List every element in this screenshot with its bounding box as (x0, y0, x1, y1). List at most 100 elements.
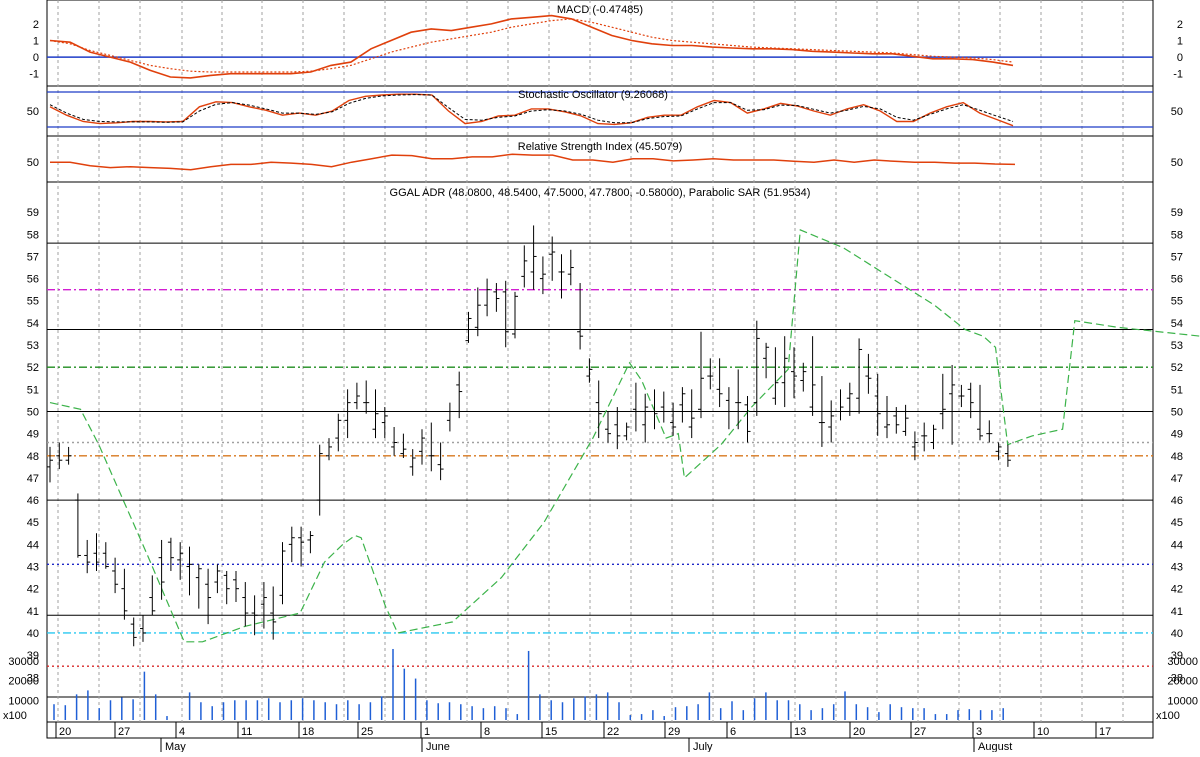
date-axis-frame (46, 721, 1154, 739)
ohlc-bar (512, 291, 518, 339)
date-tick-label: 8 (484, 726, 490, 738)
ohlc-bar (214, 564, 221, 594)
ohlc-bar (958, 384, 965, 408)
price-tick-label-right: 42 (1171, 584, 1183, 596)
ohlc-bar (623, 422, 630, 441)
price-tick-label-right: 55 (1171, 296, 1183, 308)
date-tick-label: 27 (118, 726, 130, 738)
macd-tick-label-right: -1 (1173, 69, 1183, 81)
price-title: GGAL ADR (48.0800, 48.5400, 47.5000, 47.… (390, 187, 811, 199)
volume-bars (53, 648, 1004, 720)
ohlc-bar (809, 336, 816, 416)
volume-tick-label-right: 10000 (1167, 695, 1198, 707)
price-tick-label-right: 56 (1171, 274, 1183, 286)
price-tick-label-left: 38 (27, 672, 39, 684)
ohlc-bar (353, 382, 360, 410)
volume-tick-label-left: 30000 (8, 656, 39, 668)
date-tick-label: 18 (302, 726, 314, 738)
price-tick-label-left: 59 (27, 207, 39, 219)
ohlc-bar (735, 369, 742, 430)
ohlc-bar (688, 389, 695, 439)
ohlc-bar (995, 442, 1002, 461)
price-tick-label-right: 54 (1171, 318, 1183, 330)
macd-title: MACD (-0.47485) (557, 4, 643, 16)
price-tick-label-left: 43 (27, 562, 39, 574)
price-tick-label-left: 50 (27, 406, 39, 418)
price-tick-label-right: 41 (1171, 606, 1183, 618)
ohlc-bar (270, 586, 277, 640)
ohlc-bar (716, 358, 723, 408)
ohlc-bar (419, 429, 425, 465)
ohlc-bar (381, 407, 388, 439)
rsi-title: Relative Strength Index (45.5079) (518, 141, 683, 153)
ohlc-bar (874, 373, 881, 436)
ohlc-bar (465, 311, 472, 343)
ohlc-bar (967, 382, 974, 419)
ohlc-bar (837, 389, 844, 421)
ohlc-bar (484, 278, 491, 317)
ohlc-bar (791, 347, 797, 399)
ohlc-bar (428, 422, 435, 472)
ohlc-bar (856, 338, 863, 414)
ohlc-bar (605, 411, 611, 443)
ohlc-bar (474, 287, 481, 337)
price-bars (47, 225, 1011, 647)
ohlc-bar (707, 358, 714, 390)
ohlc-bar (400, 433, 407, 459)
ohlc-bar (316, 444, 323, 516)
date-tick-label: 6 (730, 726, 736, 738)
ohlc-bar (195, 564, 202, 609)
ohlc-bar (521, 245, 528, 288)
ohlc-bar (372, 389, 379, 439)
ohlc-bar (288, 526, 295, 563)
ohlc-bar (549, 236, 556, 281)
price-tick-label-left: 46 (27, 495, 39, 507)
ohlc-bar (260, 582, 267, 629)
price-tick-label-right: 58 (1171, 229, 1183, 241)
price-tick-label-left: 47 (27, 473, 39, 485)
date-tick-label: 1 (424, 726, 430, 738)
price-tick-label-left: 58 (27, 229, 39, 241)
price-tick-label-left: 45 (27, 517, 39, 529)
ohlc-bar (326, 438, 332, 461)
date-tick-label: 20 (59, 726, 71, 738)
ohlc-bar (242, 582, 249, 627)
price-tick-label-right: 38 (1171, 672, 1183, 684)
reference-lines (47, 56, 1153, 667)
price-tick-label-right: 39 (1171, 650, 1183, 662)
ohlc-bar (772, 347, 779, 405)
ohlc-bar (670, 402, 677, 436)
price-tick-label-left: 57 (27, 251, 39, 263)
macd-tick-label-left: 2 (33, 19, 39, 31)
ohlc-bar (93, 533, 100, 571)
ohlc-bar (158, 539, 165, 600)
ohlc-bar (65, 446, 72, 465)
ohlc-bar (47, 446, 53, 483)
panel-frame-price (46, 181, 1154, 698)
ohlc-bar (130, 617, 137, 647)
price-tick-label-right: 43 (1171, 562, 1183, 574)
ohlc-bar (614, 407, 621, 450)
ohlc-bar (84, 539, 91, 574)
price-tick-label-right: 53 (1171, 340, 1183, 352)
volume-tick-label-left: 20000 (8, 676, 39, 688)
price-tick-label-right: 46 (1171, 495, 1183, 507)
price-tick-label-left: 56 (27, 274, 39, 286)
date-tick-label: 20 (853, 726, 865, 738)
ohlc-bar (298, 526, 305, 567)
ohlc-bar (986, 420, 993, 443)
ohlc-bar (186, 546, 193, 596)
ohlc-bar (456, 371, 463, 419)
ohlc-bar (865, 353, 872, 394)
month-label: May (165, 741, 186, 752)
ohlc-bar (279, 542, 286, 605)
date-tick-label: 25 (361, 726, 373, 738)
ohlc-bar (660, 391, 667, 423)
ohlc-bar (744, 395, 751, 443)
ohlc-bar (977, 384, 983, 441)
volume-tick-label-left: 10000 (8, 695, 39, 707)
ohlc-bar (800, 362, 807, 392)
ohlc-bar (781, 336, 788, 408)
